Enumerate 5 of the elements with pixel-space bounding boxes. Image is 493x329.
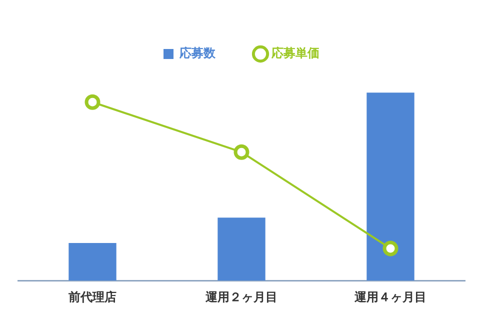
x-tick-label: 前代理店 — [68, 290, 116, 304]
x-tick-label: 運用２ヶ月目 — [204, 290, 278, 304]
x-tick-label: 運用４ヶ月目 — [354, 290, 426, 304]
legend-label: 応募単価 — [270, 46, 320, 60]
legend-label: 応募数 — [178, 46, 216, 60]
